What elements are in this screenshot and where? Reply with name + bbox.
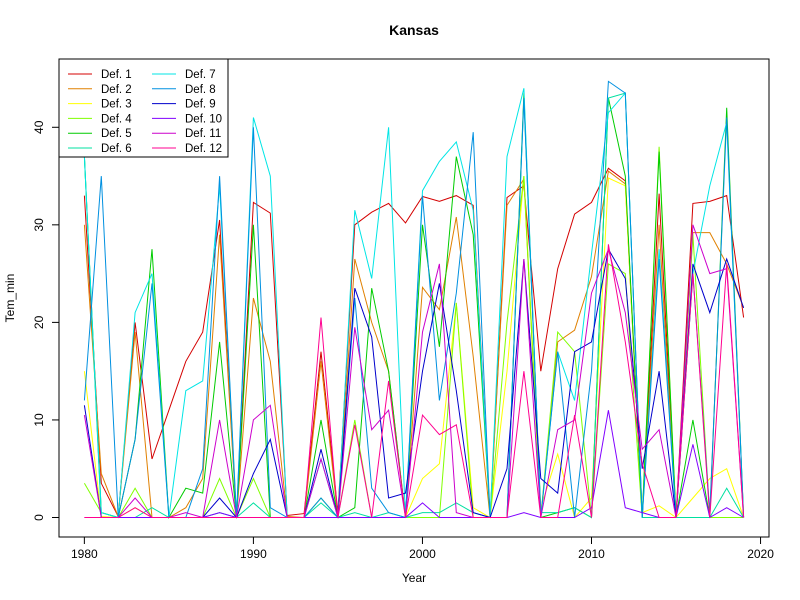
series-line-5 [83,93,745,520]
legend: Def. 1 Def. 2 Def. 3 Def. 4 Def. 5 Def. 6 Def.… [58,58,229,158]
legend-label: Def. 3 [101,99,132,111]
x-tick-label: 2020 [747,547,774,561]
legend-label: Def. 8 [185,84,216,96]
series-line-8 [83,80,745,519]
legend-label: Def. 10 [185,113,222,125]
y-tick-label: 40 [32,120,46,134]
legend-label: Def. 1 [101,69,132,81]
series-layer [83,80,745,520]
legend-label: Def. 12 [185,143,222,155]
chart-title: Kansas [389,22,439,38]
series-line-12 [84,244,745,518]
y-tick-label: 20 [32,315,46,329]
legend-label: Def. 6 [101,143,132,155]
legend-label: Def. 9 [185,99,216,111]
x-axis: 1980 1990 2000 2010 2020 [71,536,774,561]
legend-label: Def. 2 [101,84,132,96]
y-axis-label: Tem_min [3,274,17,323]
y-tick-label: 10 [32,413,46,427]
y-axis: 0 10 20 30 40 [32,120,60,521]
legend-box [58,58,229,158]
legend-label: Def. 5 [101,128,132,140]
y-tick-label: 30 [32,218,46,232]
x-axis-label: Year [402,571,426,585]
x-tick-label: 1990 [240,547,267,561]
legend-label: Def. 7 [185,69,216,81]
legend-label: Def. 4 [101,113,132,125]
x-tick-label: 2000 [409,547,436,561]
legend-label: Def. 11 [185,128,221,140]
x-tick-label: 2010 [578,547,605,561]
series-line-11 [83,224,745,519]
x-tick-label: 1980 [71,547,98,561]
y-tick-label: 0 [32,514,46,521]
